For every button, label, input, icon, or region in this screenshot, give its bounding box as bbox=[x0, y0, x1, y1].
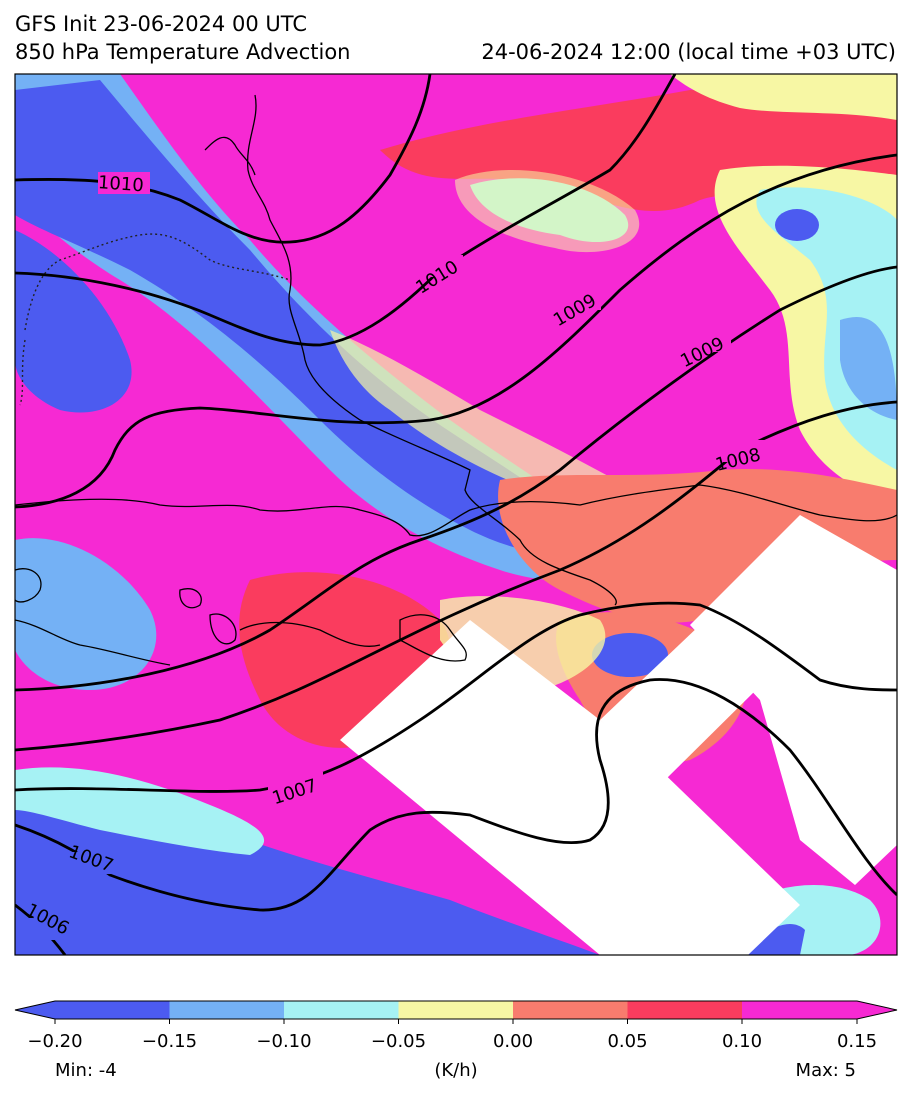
field-southeast-blue bbox=[748, 924, 805, 955]
colorbar-bin bbox=[513, 1001, 628, 1019]
valid-time-title: 24-06-2024 12:00 (local time +03 UTC) bbox=[481, 40, 896, 64]
isobar-label: 1010 bbox=[97, 172, 144, 196]
colorbar-tick-label: −0.15 bbox=[141, 1031, 198, 1052]
isobar-1010-b bbox=[15, 74, 677, 347]
label-bg bbox=[408, 255, 463, 277]
label-bg bbox=[546, 288, 601, 310]
field-east-blue-cell bbox=[775, 209, 819, 241]
field-south-blue-cell bbox=[592, 633, 668, 677]
colorbar-bin bbox=[398, 1001, 513, 1019]
coastline-north bbox=[246, 94, 617, 606]
colorbar-tick-label: 0.15 bbox=[836, 1031, 878, 1052]
label-bg bbox=[268, 772, 323, 794]
colorbar-bin bbox=[284, 1001, 399, 1019]
unit-label: (K/h) bbox=[434, 1060, 478, 1081]
coastline-south-gulf bbox=[399, 614, 467, 662]
run-init-title: GFS Init 23-06-2024 00 UTC bbox=[15, 12, 307, 36]
isobar-1009-b bbox=[15, 265, 897, 692]
colorbar-tick-label: −0.20 bbox=[27, 1031, 83, 1052]
colorbar-bin bbox=[627, 1001, 742, 1019]
isobar-1007-b bbox=[15, 678, 897, 912]
label-bg bbox=[676, 330, 731, 352]
isobar-1009-a bbox=[15, 153, 897, 509]
coastline-bosphorus bbox=[204, 136, 256, 176]
label-bg bbox=[712, 440, 767, 462]
border-dotted bbox=[19, 233, 291, 406]
no-data-area-south bbox=[340, 620, 800, 955]
isobar-1007-a bbox=[15, 601, 897, 793]
colorbar-bin bbox=[169, 1001, 284, 1019]
field-band-yellow-north bbox=[670, 74, 897, 120]
min-value-label: Min: -4 bbox=[55, 1060, 117, 1081]
field-cold-band-core bbox=[15, 80, 610, 556]
colorbar-extend-high bbox=[857, 1001, 897, 1019]
field-east-blue-patch bbox=[840, 316, 897, 420]
coastline-inland bbox=[239, 621, 381, 647]
coastline-marmara bbox=[15, 484, 897, 537]
colorbar-ticks bbox=[54, 1019, 858, 1024]
field-yellow-corridor bbox=[330, 330, 650, 514]
field-title: 850 hPa Temperature Advection bbox=[15, 40, 351, 64]
colorbar-tick-label: 0.10 bbox=[721, 1031, 763, 1052]
colorbar-extend-low bbox=[15, 1001, 55, 1019]
isobars bbox=[15, 74, 897, 955]
label-bg bbox=[68, 852, 123, 874]
label-bg bbox=[98, 172, 150, 194]
colorbar-bin bbox=[55, 1001, 170, 1019]
no-data-area-notch bbox=[600, 625, 756, 780]
colorbar-bin bbox=[742, 1001, 857, 1019]
map-frame bbox=[14, 73, 898, 956]
colorbar-tick-label: 0.00 bbox=[492, 1031, 534, 1052]
advection-field bbox=[15, 74, 897, 955]
colorbar-tick-label: −0.10 bbox=[256, 1031, 312, 1052]
max-value-label: Max: 5 bbox=[795, 1060, 856, 1081]
field-west-cold-2 bbox=[15, 538, 157, 690]
label-bg bbox=[22, 918, 77, 940]
coastlines bbox=[15, 94, 897, 666]
colorbar-tick-label: −0.05 bbox=[370, 1031, 427, 1052]
colorbar-tick-label: 0.05 bbox=[607, 1031, 648, 1052]
field-band-red-north bbox=[380, 90, 897, 260]
no-data-area-east bbox=[690, 515, 897, 885]
colorbar bbox=[14, 1000, 898, 1024]
isobar-labels: 1010 1010 1009 1009 1008 1007 1007 1006 bbox=[22, 172, 767, 940]
coastline-aegean bbox=[15, 568, 237, 666]
